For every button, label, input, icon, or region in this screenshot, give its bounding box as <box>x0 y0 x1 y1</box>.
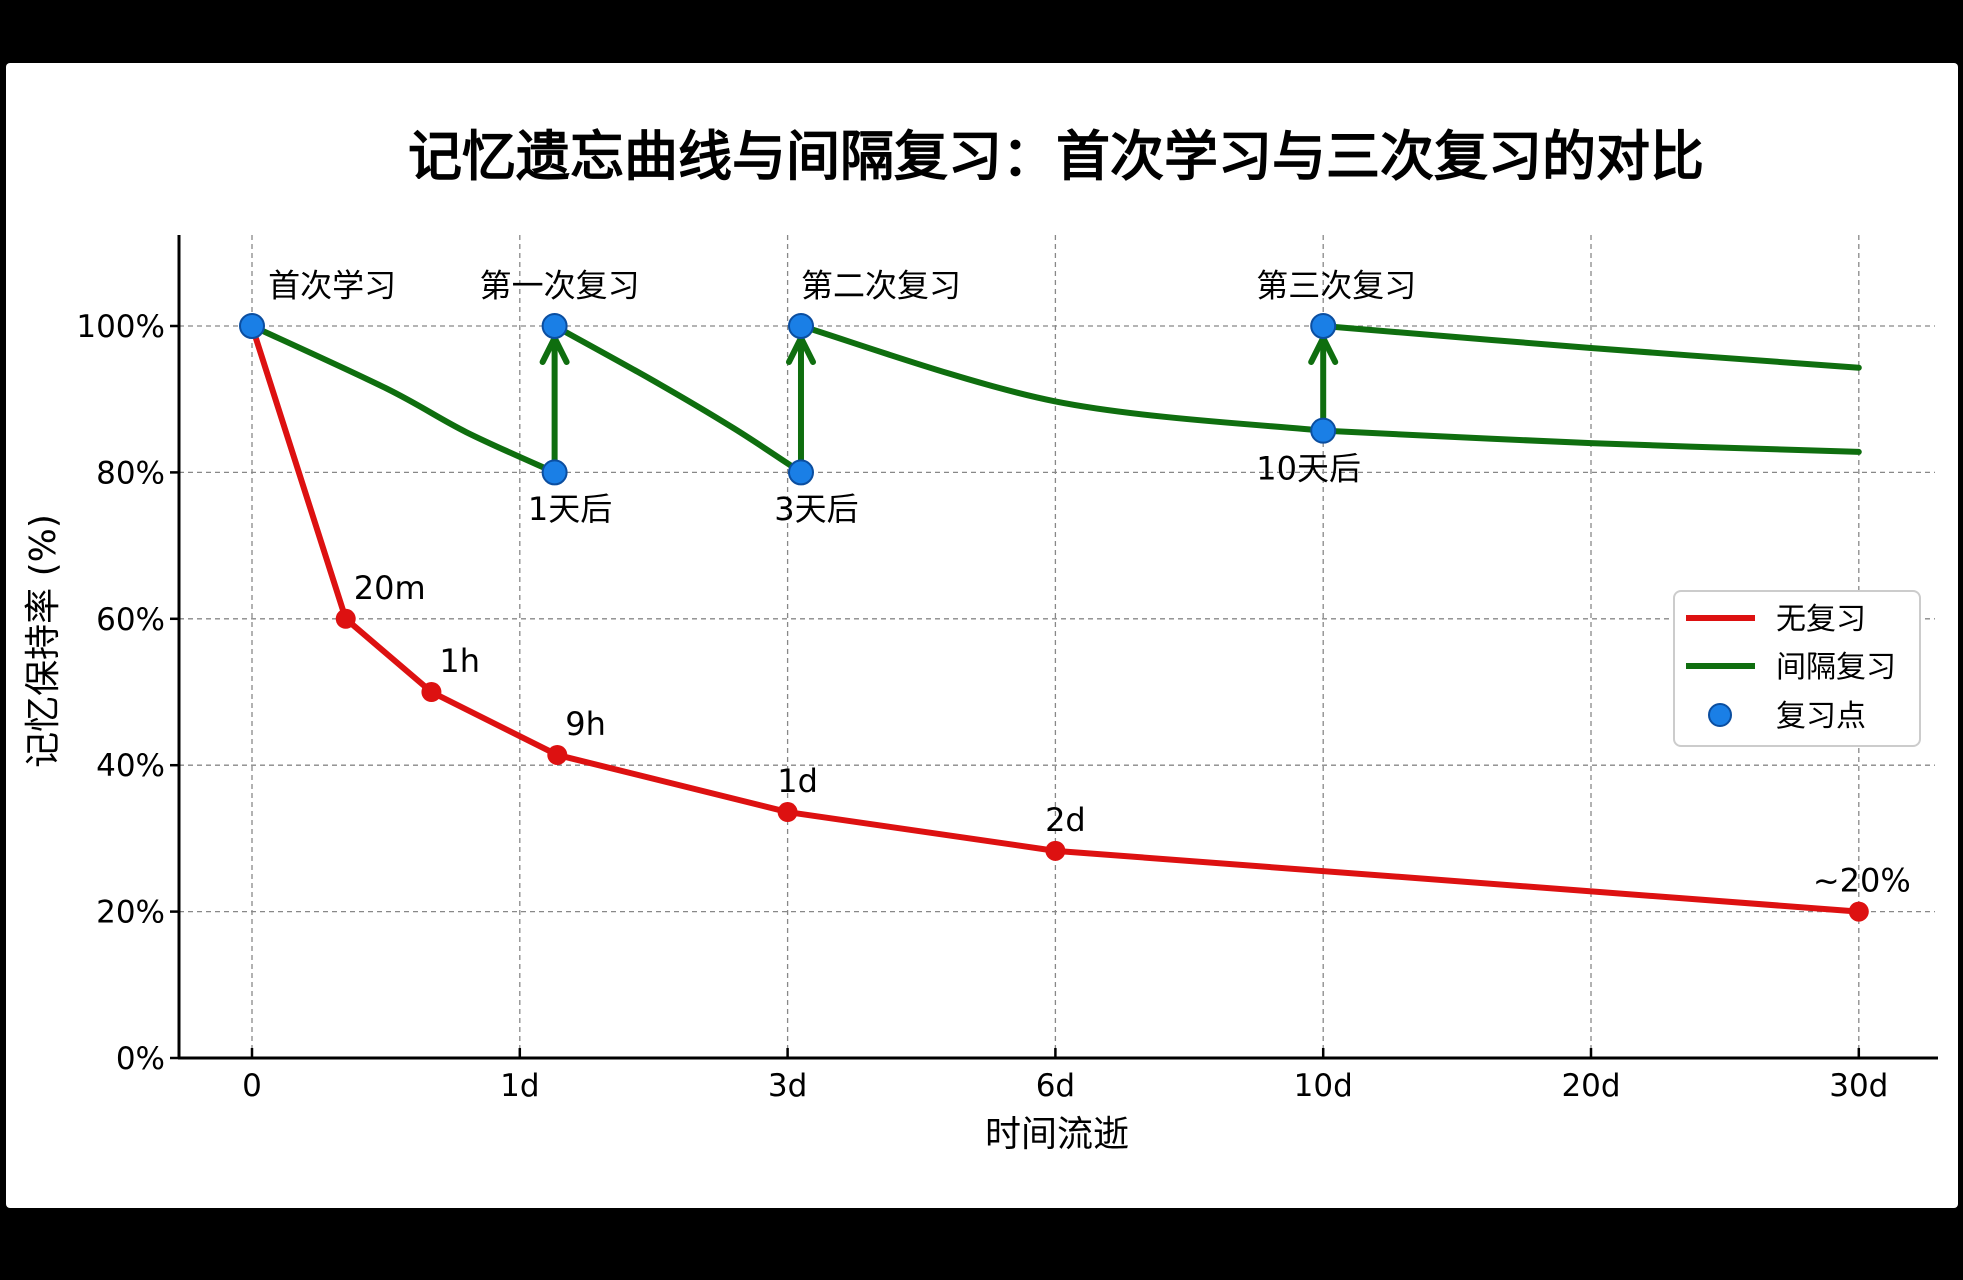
review-point-marker <box>787 459 814 486</box>
x-tick-label: 20d <box>1561 1068 1620 1104</box>
review-arrows <box>539 335 1339 473</box>
y-tick-label: 20% <box>96 895 165 931</box>
spaced-review-curve <box>1320 427 1862 455</box>
annotation-label: 第一次复习 <box>480 267 640 305</box>
no-review-point <box>1045 840 1066 861</box>
x-tick-labels: 0 1d 3d 6d 10d 20d 30d <box>242 1048 1888 1104</box>
x-tick-label: 30d <box>1829 1068 1888 1104</box>
legend-label-review-point: 复习点 <box>1776 699 1866 734</box>
data-point-label: 1d <box>777 762 818 800</box>
legend-label-spaced-review: 间隔复习 <box>1776 650 1896 685</box>
spaced-review-curve <box>551 323 804 476</box>
annotation-label: 第三次复习 <box>1256 267 1416 305</box>
review-point-marker <box>1310 417 1337 444</box>
grid-lines <box>179 235 1935 1058</box>
x-tick-label: 3d <box>768 1068 807 1104</box>
legend-marker-review-point <box>1708 703 1732 727</box>
spaced-review-series <box>249 323 1862 476</box>
review-point-marker <box>1310 313 1337 339</box>
legend-box <box>1673 590 1921 747</box>
no-review-point <box>777 802 798 823</box>
y-tick-label: 80% <box>96 455 165 491</box>
annotation-label: 3天后 <box>774 490 858 528</box>
legend: 无复习 间隔复习 复习点 <box>1673 590 1921 747</box>
data-point-label: 1h <box>439 642 480 680</box>
no-review-point <box>1848 901 1869 922</box>
y-tick-label: 60% <box>96 602 165 638</box>
legend-label-no-review: 无复习 <box>1776 602 1866 637</box>
no-review-series: 20m 1h 9h 1d 2d ~20% <box>249 325 1911 922</box>
x-tick-label: 6d <box>1036 1068 1075 1104</box>
review-point-marker <box>541 313 568 339</box>
no-review-point <box>335 608 356 629</box>
annotation-label: 第二次复习 <box>801 267 961 305</box>
annotation-label: 首次学习 <box>268 267 396 305</box>
chart-title: 记忆遗忘曲线与间隔复习：首次学习与三次复习的对比 <box>408 125 1704 188</box>
data-point-label: 20m <box>354 569 426 607</box>
annotation-label: 1天后 <box>528 490 612 528</box>
no-review-point <box>547 744 568 765</box>
data-point-label: ~20% <box>1813 862 1911 900</box>
x-tick-label: 0 <box>242 1068 262 1104</box>
annotations: 首次学习 第一次复习 第二次复习 第三次复习 1天后 3天后 10天后 <box>268 267 1416 528</box>
annotation-label: 10天后 <box>1256 450 1361 488</box>
x-axis-label: 时间流逝 <box>985 1114 1129 1155</box>
spaced-review-curve <box>249 323 558 476</box>
y-tick-label: 40% <box>96 748 165 784</box>
y-tick-label: 100% <box>76 309 165 345</box>
data-point-label: 9h <box>565 705 606 743</box>
no-review-point <box>421 682 442 702</box>
x-tick-label: 10d <box>1294 1068 1353 1104</box>
spaced-review-curve <box>797 323 1327 434</box>
chart-card <box>6 63 1958 1208</box>
spaced-review-curve <box>1320 323 1862 371</box>
y-tick-labels: 0% 20% 40% 60% 80% 100% <box>76 309 179 1077</box>
review-point-marker <box>787 313 814 339</box>
review-point-marker <box>541 459 568 486</box>
review-points <box>239 313 1337 486</box>
y-axis-label: 记忆保持率 (%) <box>23 514 64 768</box>
x-tick-label: 1d <box>500 1068 539 1104</box>
review-point-marker <box>239 313 265 339</box>
y-tick-label: 0% <box>116 1041 165 1077</box>
axes <box>177 235 1938 1060</box>
data-point-label: 2d <box>1045 801 1086 839</box>
